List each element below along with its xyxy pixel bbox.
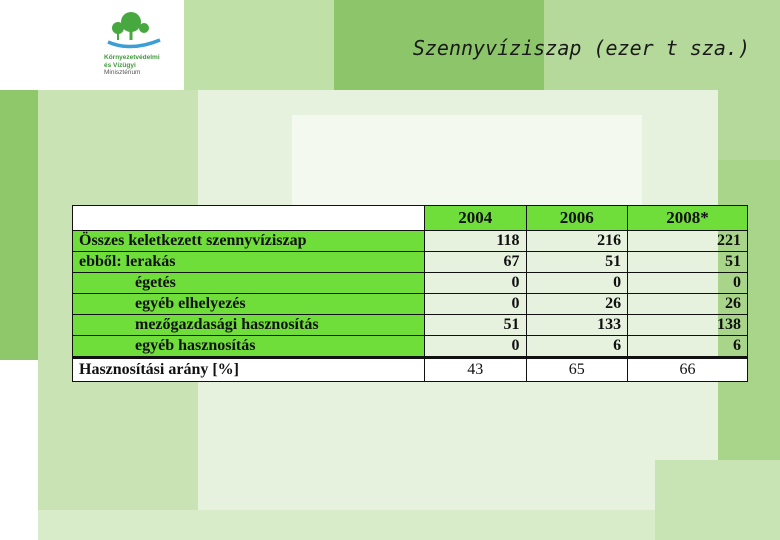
table-header-row: 2004 2006 2008* <box>72 205 748 231</box>
row-label: egyéb hasznosítás <box>72 335 425 358</box>
bg-panel-top-mid <box>184 0 334 90</box>
bg-panel-left <box>0 90 38 360</box>
bg-panel-bottom <box>38 510 655 540</box>
cell-value: 51 <box>627 251 748 273</box>
bg-panel-inner <box>292 115 642 205</box>
header-2004: 2004 <box>424 205 527 231</box>
page-title: Szennyvíziszap (ezer t sza.) <box>412 36 750 60</box>
cell-value: 221 <box>627 230 748 252</box>
header-empty <box>72 205 425 231</box>
ministry-logo: Környezetvédelmi és Vízügyi Minisztérium <box>92 0 184 90</box>
bg-panel-top-right <box>334 0 544 90</box>
rate-label: Hasznosítási arány [%] <box>72 356 425 382</box>
cell-value: 6 <box>525 335 629 358</box>
cell-value: 0 <box>424 335 527 358</box>
cell-value: 67 <box>424 251 527 273</box>
rate-value: 66 <box>627 356 748 382</box>
logo-line-2: és Vízügyi <box>104 61 136 69</box>
cell-value: 51 <box>424 314 527 336</box>
row-label: Összes keletkezett szennyvíziszap <box>72 230 425 252</box>
header-2008: 2008* <box>627 205 748 231</box>
row-label: egyéb elhelyezés <box>72 293 425 315</box>
table-row: ebből: lerakás 67 51 51 <box>72 251 748 273</box>
logo-line-1: Környezetvédelmi <box>104 54 160 61</box>
sludge-table: 2004 2006 2008* Összes keletkezett szenn… <box>72 205 748 382</box>
cell-value: 26 <box>627 293 748 315</box>
row-label: ebből: lerakás <box>72 251 425 273</box>
cell-value: 0 <box>424 272 527 294</box>
logo-line-3: Minisztérium <box>104 69 141 76</box>
row-label: mezőgazdasági hasznosítás <box>72 314 425 336</box>
table-row: Összes keletkezett szennyvíziszap 118 21… <box>72 230 748 252</box>
utilization-rate-row: Hasznosítási arány [%] 43 65 66 <box>72 356 748 382</box>
table-row: égetés 0 0 0 <box>72 272 748 294</box>
bg-panel-right-bottom <box>655 460 780 540</box>
row-label: égetés <box>72 272 425 294</box>
header-2006: 2006 <box>525 205 629 231</box>
cell-value: 0 <box>525 272 629 294</box>
tree-logo-icon <box>107 12 161 49</box>
cell-value: 26 <box>525 293 629 315</box>
table-row: egyéb hasznosítás 0 6 6 <box>72 335 748 358</box>
cell-value: 6 <box>627 335 748 358</box>
table-row: mezőgazdasági hasznosítás 51 133 138 <box>72 314 748 336</box>
cell-value: 138 <box>627 314 748 336</box>
cell-value: 0 <box>424 293 527 315</box>
rate-value: 65 <box>525 356 629 382</box>
cell-value: 216 <box>525 230 629 252</box>
rate-value: 43 <box>424 356 527 382</box>
cell-value: 118 <box>424 230 527 252</box>
cell-value: 133 <box>525 314 629 336</box>
cell-value: 0 <box>627 272 748 294</box>
table-row: egyéb elhelyezés 0 26 26 <box>72 293 748 315</box>
cell-value: 51 <box>525 251 629 273</box>
